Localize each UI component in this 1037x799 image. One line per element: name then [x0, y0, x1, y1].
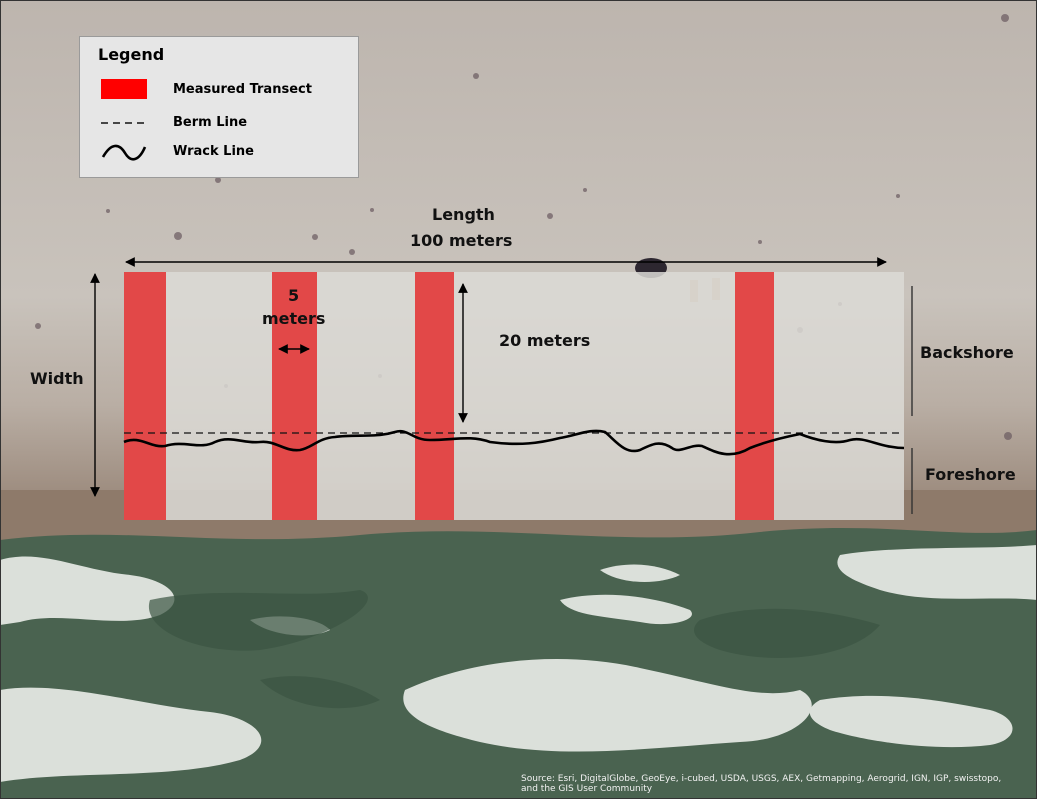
- surf-foam: [0, 545, 1037, 782]
- legend-label-transect: Measured Transect: [173, 82, 312, 97]
- wave-texture: [148, 590, 880, 709]
- transect-3: [415, 272, 454, 520]
- map-attribution: Source: Esri, DigitalGlobe, GeoEye, i-cu…: [521, 774, 1001, 794]
- length-value-label: 100 meters: [410, 231, 513, 250]
- wrack-line: [123, 429, 905, 456]
- foreshore-label: Foreshore: [925, 465, 1016, 484]
- attribution-line-1: Source: Esri, DigitalGlobe, GeoEye, i-cu…: [521, 774, 1002, 784]
- transect-width-value: 5: [288, 286, 300, 305]
- transect-4: [735, 272, 774, 520]
- study-area-rectangle: [124, 272, 904, 520]
- legend-label-wrack: Wrack Line: [173, 144, 254, 159]
- transect-1: [124, 272, 166, 520]
- red-rect-icon: [101, 79, 147, 99]
- transect-width-unit: meters: [262, 309, 326, 328]
- length-label: Length: [432, 205, 495, 224]
- transect-2: [272, 272, 317, 520]
- width-label: Width: [30, 369, 84, 388]
- measured-transects: [124, 272, 774, 520]
- attribution-line-2: and the GIS User Community: [521, 784, 653, 794]
- wavy-line-icon: [101, 144, 147, 161]
- legend-label-berm: Berm Line: [173, 115, 248, 130]
- map-legend: Legend Measured Transect Berm Line Wrack…: [79, 36, 359, 178]
- legend-title: Legend: [98, 45, 165, 64]
- backshore-label: Backshore: [920, 343, 1014, 362]
- dashed-line-icon: [101, 122, 149, 124]
- depth-label: 20 meters: [499, 331, 591, 350]
